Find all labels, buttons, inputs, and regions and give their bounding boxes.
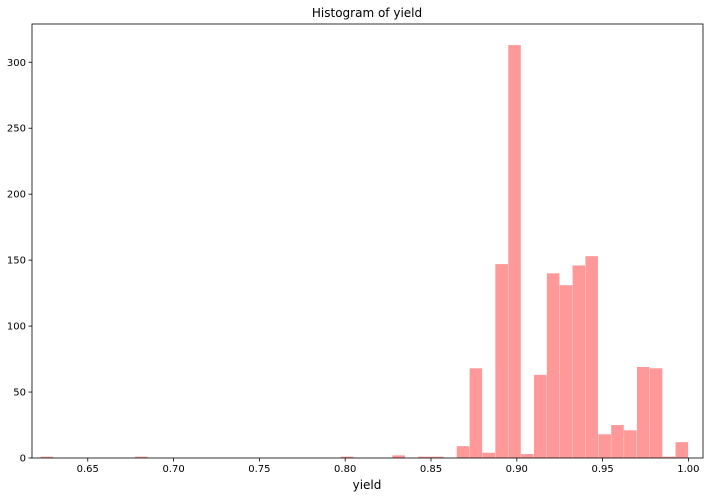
bars-group xyxy=(40,45,689,458)
x-tick-label: 0.90 xyxy=(506,464,528,475)
histogram-bar xyxy=(611,425,624,458)
histogram-bar xyxy=(662,456,676,458)
y-tick-label: 250 xyxy=(7,124,26,135)
histogram-bar xyxy=(559,285,573,458)
chart-title: Histogram of yield xyxy=(312,6,422,20)
histogram-bar xyxy=(40,456,54,458)
x-tick-label: 0.85 xyxy=(420,464,442,475)
histogram-bar xyxy=(533,374,547,458)
histogram-bar xyxy=(134,456,148,458)
histogram-bar xyxy=(675,442,689,458)
histogram-bar xyxy=(546,273,560,458)
histogram-bar xyxy=(598,434,611,458)
histogram-bar xyxy=(340,456,354,458)
histogram-bar xyxy=(469,368,483,458)
x-tick-label: 0.75 xyxy=(248,464,270,475)
y-tick-label: 200 xyxy=(7,190,26,201)
histogram-bar xyxy=(649,368,663,458)
histogram-bar xyxy=(418,456,431,458)
histogram-bar xyxy=(624,430,637,458)
histogram-bar xyxy=(585,256,599,458)
histogram-bar xyxy=(456,446,470,458)
y-tick-label: 100 xyxy=(7,322,26,333)
histogram-bar xyxy=(430,456,444,458)
x-tick-label: 0.65 xyxy=(77,464,99,475)
histogram-bar xyxy=(521,454,534,458)
x-axis: 0.65 0.70 0.75 0.80 0.85 0.90 0.95 1.00 xyxy=(77,458,700,475)
x-tick-label: 0.95 xyxy=(591,464,613,475)
y-tick-label: 150 xyxy=(7,256,26,267)
histogram-bar xyxy=(482,452,496,458)
histogram-bar xyxy=(392,455,405,458)
histogram-bar xyxy=(636,366,650,458)
y-tick-label: 300 xyxy=(7,58,26,69)
x-tick-label: 0.80 xyxy=(334,464,356,475)
x-tick-label: 1.00 xyxy=(677,464,699,475)
y-axis: 0 50 100 150 200 250 300 xyxy=(7,58,32,465)
histogram-bar xyxy=(495,264,508,458)
y-tick-label: 0 xyxy=(20,454,26,465)
plot-frame xyxy=(31,23,704,459)
y-tick-label: 50 xyxy=(13,388,26,399)
x-axis-label: yield xyxy=(353,478,382,492)
histogram-bar xyxy=(508,45,521,458)
x-tick-label: 0.70 xyxy=(162,464,184,475)
histogram-bar xyxy=(572,265,586,458)
